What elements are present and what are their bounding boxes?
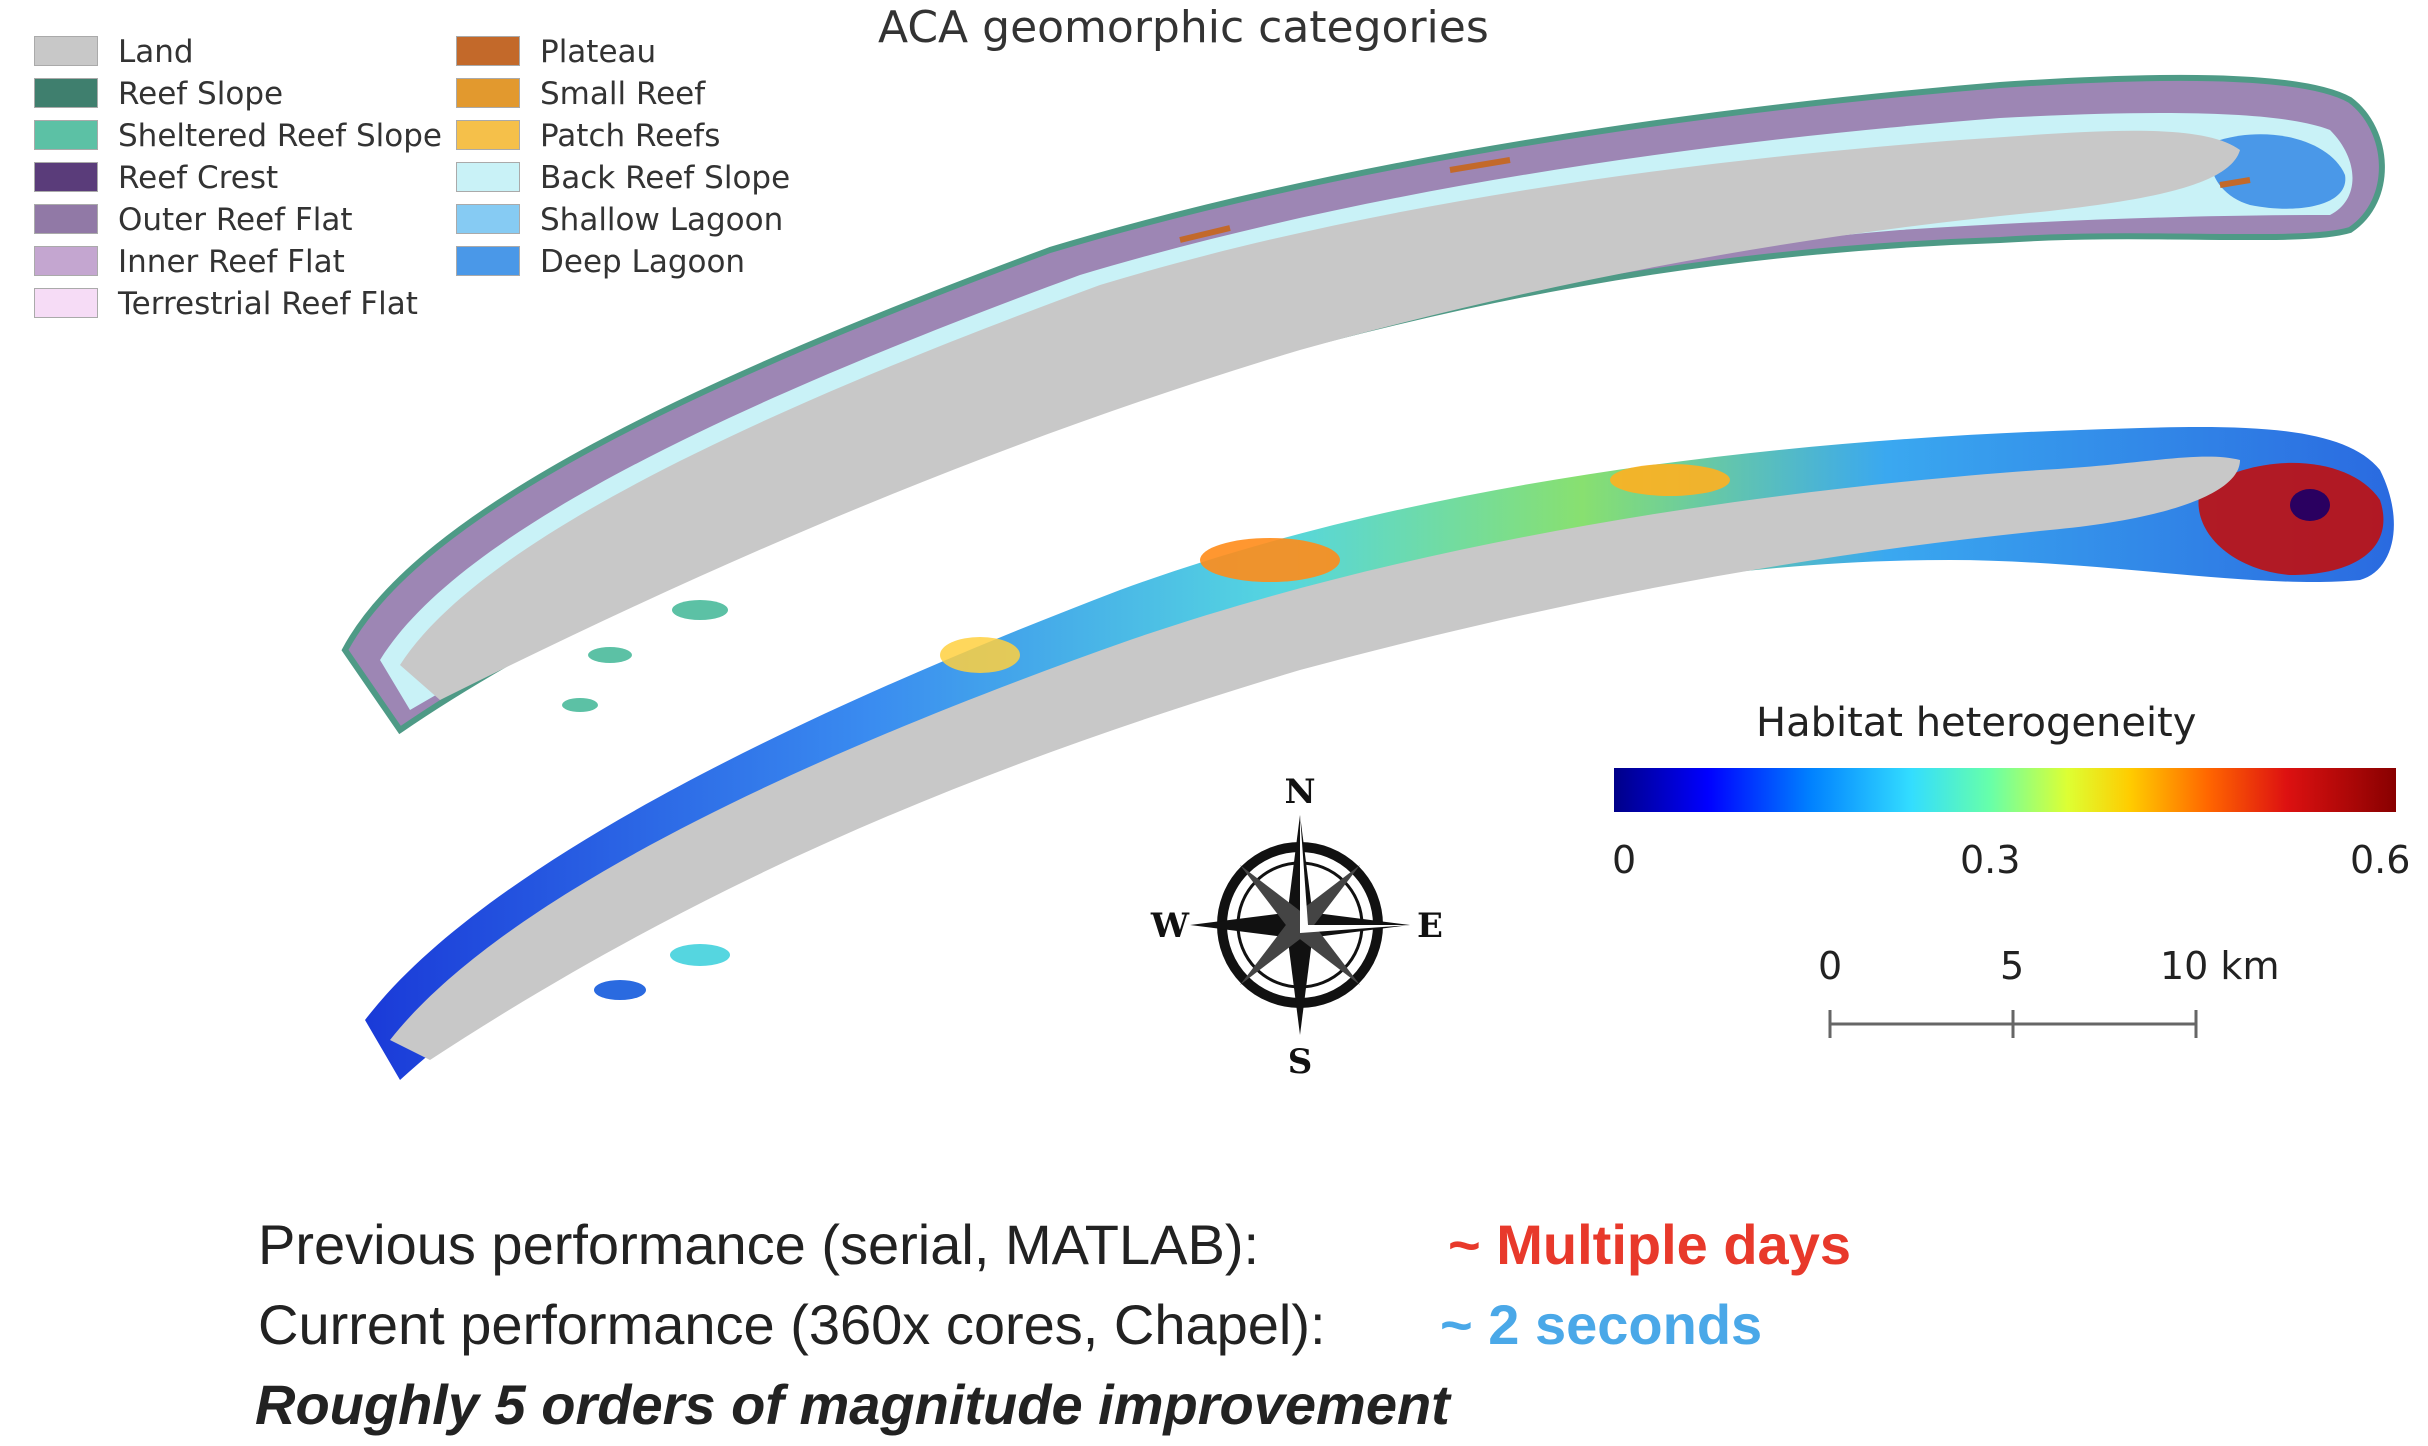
legend-swatch xyxy=(34,78,98,108)
compass-label-e: E xyxy=(1417,906,1443,946)
scale-bar xyxy=(1828,1010,2198,1038)
legend-label: Reef Slope xyxy=(118,76,284,112)
hotspot xyxy=(1200,538,1340,582)
current-performance-label: Current performance (360x cores, Chapel)… xyxy=(258,1293,1326,1356)
colorbar-tick-0: 0 xyxy=(1612,838,1637,882)
previous-performance-label: Previous performance (serial, MATLAB): xyxy=(258,1213,1260,1276)
heterogeneity-map xyxy=(365,426,2394,1081)
legend-label: Reef Crest xyxy=(118,160,279,196)
legend-label: Outer Reef Flat xyxy=(118,202,353,238)
compass-label-w: W xyxy=(1150,906,1190,946)
legend-label: Patch Reefs xyxy=(540,118,721,154)
legend-label: Land xyxy=(118,34,194,70)
compass-needle-highlight xyxy=(1300,925,1410,933)
small-reef-islet xyxy=(672,600,728,620)
legend-swatch xyxy=(34,246,98,276)
compass-label-n: N xyxy=(1284,772,1315,812)
legend-swatch xyxy=(34,204,98,234)
legend-swatch xyxy=(34,162,98,192)
compass-rose: N S E W xyxy=(1150,772,1443,1082)
plateau-patches xyxy=(1179,157,2251,243)
heterogeneity-colorbar xyxy=(1614,768,2396,812)
legend-swatch xyxy=(456,204,520,234)
previous-performance-value: ~ Multiple days xyxy=(1448,1213,1851,1276)
legend-swatch xyxy=(456,246,520,276)
map-title: ACA geomorphic categories xyxy=(878,2,1489,53)
compass-label-s: S xyxy=(1288,1042,1313,1082)
small-reef-islet xyxy=(562,698,598,712)
legend-swatch xyxy=(456,78,520,108)
scale-label-0: 0 xyxy=(1818,944,1843,988)
legend-swatch xyxy=(456,162,520,192)
hotspot xyxy=(1610,464,1730,496)
legend-label: Shallow Lagoon xyxy=(540,202,784,238)
legend-label: Small Reef xyxy=(540,76,706,112)
legend-swatch xyxy=(456,36,520,66)
compass-needle-highlight xyxy=(1300,815,1308,925)
hotspot xyxy=(940,637,1020,673)
legend-label: Sheltered Reef Slope xyxy=(118,118,442,154)
eastern-hotspot xyxy=(2198,462,2384,575)
legend-label: Back Reef Slope xyxy=(540,160,791,196)
scale-label-10: 10 km xyxy=(2160,944,2280,988)
legend-swatch xyxy=(34,120,98,150)
land xyxy=(390,456,2240,1061)
deep-lagoon xyxy=(2211,134,2346,209)
heterogeneity-title: Habitat heterogeneity xyxy=(1756,700,2197,746)
legend-label: Inner Reef Flat xyxy=(118,244,345,280)
legend-swatch xyxy=(34,288,98,318)
colorbar-tick-max: 0.6 xyxy=(2350,838,2411,882)
colorbar-tick-mid: 0.3 xyxy=(1960,838,2021,882)
scale-label-5: 5 xyxy=(2000,944,2025,988)
legend-label: Deep Lagoon xyxy=(540,244,746,280)
legend-label: Terrestrial Reef Flat xyxy=(118,286,418,322)
small-reef-islet xyxy=(670,944,730,966)
current-performance-value: ~ 2 seconds xyxy=(1440,1293,1763,1356)
performance-summary: Roughly 5 orders of magnitude improvemen… xyxy=(255,1373,1450,1436)
legend-label: Plateau xyxy=(540,34,657,70)
small-reef-islet xyxy=(588,647,632,663)
hotspot-core xyxy=(2290,489,2330,521)
legend-swatch xyxy=(456,120,520,150)
small-reef-islet xyxy=(594,980,646,1000)
legend-swatch xyxy=(34,36,98,66)
geomorphic-map xyxy=(341,74,2385,735)
land xyxy=(400,130,2240,700)
